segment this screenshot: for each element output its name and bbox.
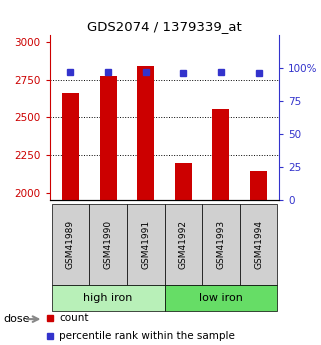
Text: GSM41990: GSM41990 <box>104 219 113 269</box>
Text: percentile rank within the sample: percentile rank within the sample <box>59 332 235 341</box>
Text: count: count <box>59 313 89 323</box>
Bar <box>89 204 127 285</box>
Text: GSM41993: GSM41993 <box>216 219 225 269</box>
Text: high iron: high iron <box>83 293 133 303</box>
Bar <box>164 285 277 310</box>
Bar <box>52 285 164 310</box>
Text: GSM41992: GSM41992 <box>179 219 188 269</box>
Title: GDS2074 / 1379339_at: GDS2074 / 1379339_at <box>87 20 242 33</box>
Text: GSM41991: GSM41991 <box>141 219 150 269</box>
Text: GSM41994: GSM41994 <box>254 219 263 269</box>
Bar <box>127 204 164 285</box>
Bar <box>52 204 89 285</box>
Bar <box>164 204 202 285</box>
Bar <box>62 93 79 200</box>
Bar <box>240 204 277 285</box>
Bar <box>250 171 267 200</box>
Bar <box>175 163 192 200</box>
Text: GSM41989: GSM41989 <box>66 219 75 269</box>
Text: dose: dose <box>3 314 30 324</box>
Bar <box>202 204 240 285</box>
Bar <box>213 109 230 200</box>
Bar <box>137 66 154 200</box>
Bar <box>100 76 117 200</box>
Text: low iron: low iron <box>199 293 243 303</box>
